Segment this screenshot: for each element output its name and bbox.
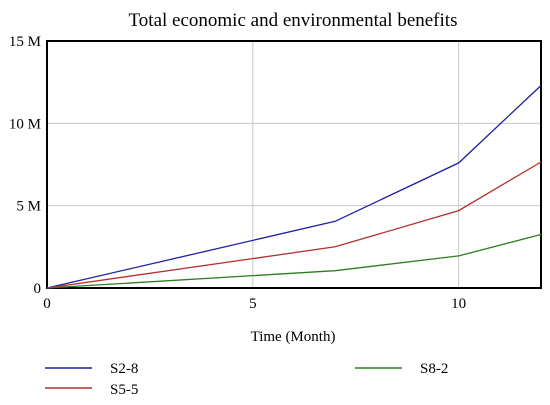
plot-frame	[46, 40, 542, 289]
y-tick-label: 0	[34, 281, 42, 297]
legend-label-s8-2: S8-2	[420, 361, 448, 377]
y-tick-label: 5 M	[16, 199, 41, 215]
series-line-s8-2	[46, 233, 542, 289]
y-tick-label: 10 M	[9, 116, 41, 132]
legend-label-s5-5: S5-5	[110, 382, 138, 398]
y-ticks: 0 5 M 10 M 15 M	[9, 34, 41, 297]
y-tick-label: 15 M	[9, 34, 41, 50]
x-axis-label: Time (Month)	[251, 329, 336, 345]
series-line-s5-5	[46, 161, 542, 289]
x-tick-label: 0	[43, 296, 51, 312]
series-layer	[46, 85, 542, 289]
chart-title: Total economic and environmental benefit…	[129, 10, 458, 31]
series-line-s2-8	[46, 85, 542, 289]
legend: S2-8 S5-5 S8-2	[45, 361, 448, 398]
x-tick-label: 10	[451, 296, 466, 312]
x-tick-label: 5	[249, 296, 257, 312]
x-ticks: 0 5 10	[43, 296, 466, 312]
legend-label-s2-8: S2-8	[110, 361, 138, 377]
grid	[47, 41, 541, 288]
